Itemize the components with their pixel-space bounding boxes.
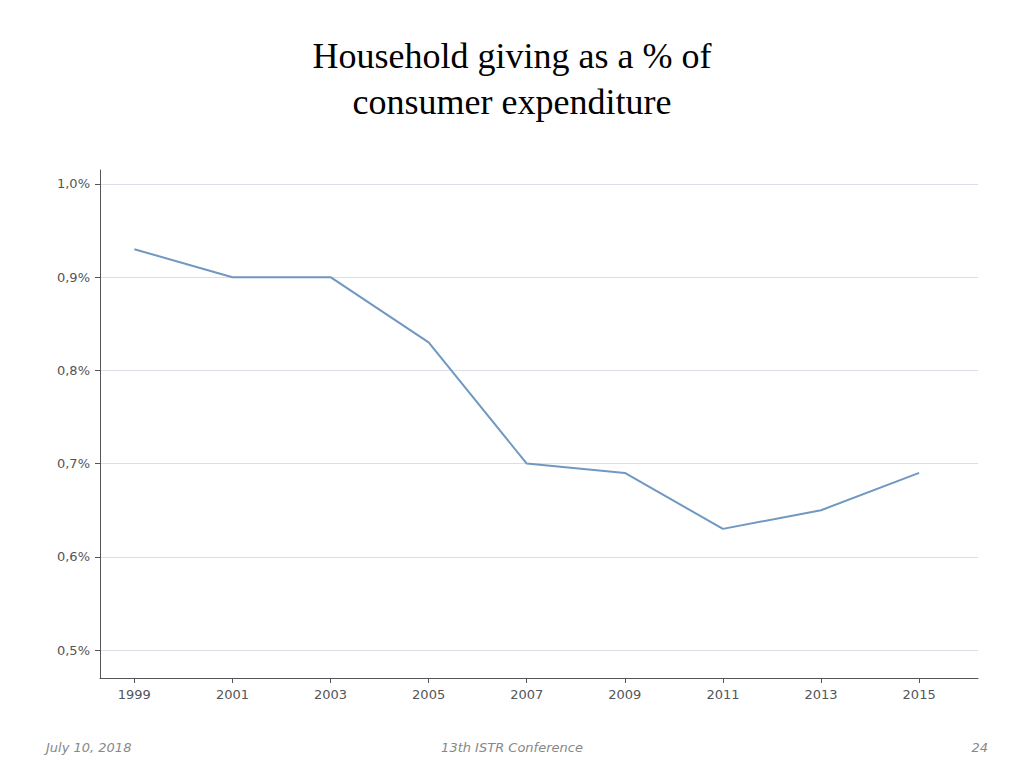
svg-text:consumer expenditure: consumer expenditure	[353, 82, 672, 122]
svg-text:1999: 1999	[118, 687, 151, 702]
svg-text:2009: 2009	[608, 687, 641, 702]
svg-text:1,0%: 1,0%	[57, 176, 90, 191]
svg-text:0,8%: 0,8%	[57, 363, 90, 378]
svg-text:0,7%: 0,7%	[57, 456, 90, 471]
svg-text:0,9%: 0,9%	[57, 270, 90, 285]
svg-text:24: 24	[971, 740, 988, 755]
svg-text:0,6%: 0,6%	[57, 549, 90, 564]
svg-text:2015: 2015	[903, 687, 936, 702]
svg-text:2003: 2003	[314, 687, 347, 702]
svg-text:13th ISTR Conference: 13th ISTR Conference	[441, 740, 583, 755]
svg-text:2013: 2013	[804, 687, 837, 702]
svg-text:2005: 2005	[412, 687, 445, 702]
svg-text:July 10, 2018: July 10, 2018	[43, 740, 131, 755]
svg-text:2007: 2007	[510, 687, 543, 702]
svg-text:Household giving as a % of: Household giving as a % of	[313, 36, 712, 76]
svg-text:2011: 2011	[706, 687, 739, 702]
svg-text:2001: 2001	[216, 687, 249, 702]
svg-text:0,5%: 0,5%	[57, 643, 90, 658]
